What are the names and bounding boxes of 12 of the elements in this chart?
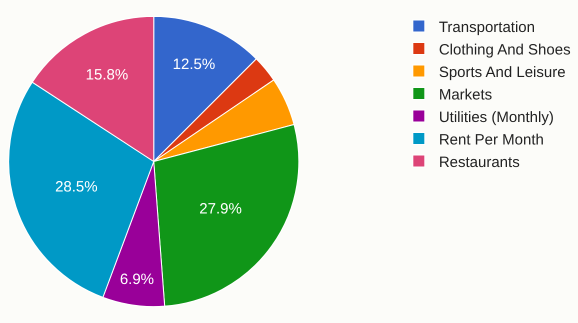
legend-label: Restaurants (438, 154, 520, 171)
legend-label: Rent Per Month (438, 131, 544, 148)
legend-label: Transportation (438, 18, 535, 36)
data-label: 15.8% (86, 66, 128, 84)
data-label: 6.9% (120, 271, 154, 288)
data-label: 12.5% (172, 56, 216, 74)
legend-label: Sports And Leisure (438, 64, 566, 81)
data-label: 28.5% (55, 178, 98, 196)
legend-label: Clothing And Shoes (438, 41, 571, 58)
legend-label: Markets (438, 86, 492, 104)
legend-label: Utilities (Monthly) (438, 108, 554, 126)
data-label: 27.9% (199, 200, 242, 218)
